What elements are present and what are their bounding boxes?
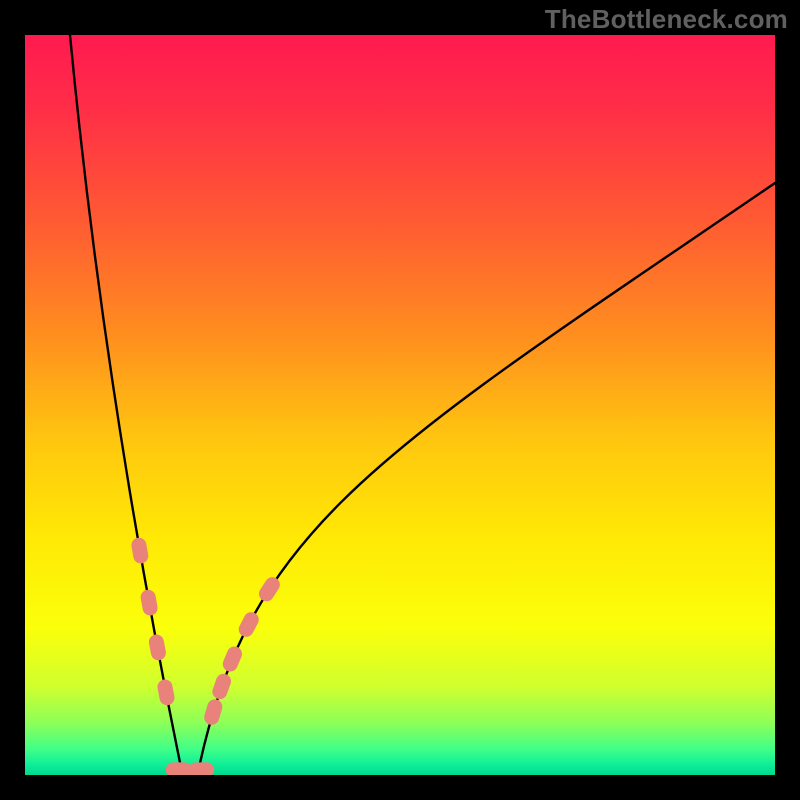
curve-layer — [25, 35, 775, 775]
v-curve — [70, 35, 775, 771]
curve-marker — [148, 633, 167, 661]
curve-marker — [220, 644, 244, 674]
curve-marker — [236, 610, 261, 640]
curve-marker — [202, 698, 224, 727]
curve-marker — [166, 762, 192, 775]
plot-area — [25, 35, 775, 775]
curve-marker — [139, 589, 158, 617]
curve-marker — [210, 672, 233, 701]
curve-marker — [130, 537, 149, 565]
curve-marker — [188, 762, 214, 775]
chart-frame: TheBottleneck.com — [0, 0, 800, 800]
curve-marker — [156, 678, 176, 706]
watermark-text: TheBottleneck.com — [545, 4, 788, 35]
curve-marker — [256, 574, 283, 604]
